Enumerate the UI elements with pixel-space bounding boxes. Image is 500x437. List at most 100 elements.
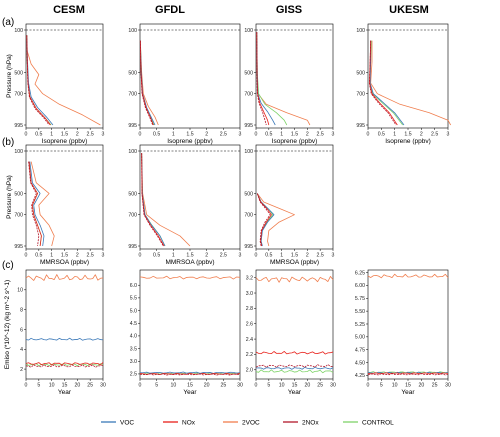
x-tick-label: 1: [280, 253, 283, 259]
x-tick-label: 1: [50, 253, 53, 259]
y-tick-label: 2.6: [246, 322, 253, 328]
x-tick-label: 0: [255, 132, 258, 138]
y-tick-label: 5.50: [355, 309, 365, 315]
x-tick-label: 1: [172, 253, 175, 259]
y-axis-label: Pressure (hPa): [6, 175, 13, 219]
y-tick-label: 700: [244, 212, 253, 218]
legend-label-nox: NOx: [182, 420, 196, 427]
y-tick-label: 995: [128, 244, 137, 250]
series-line-voc: [141, 153, 166, 247]
panel-c-cesm: 2 4 6 8 10 0 5 10 15 20 25 30 Year Emiso (*10^-12) (k…: [4, 269, 106, 396]
x-axis-label: Year: [288, 389, 302, 396]
y-tick-label: 5.00: [355, 335, 365, 341]
x-tick-label: 25: [432, 383, 438, 389]
x-tick-label: 1.5: [404, 132, 411, 138]
series-line-2voc: [26, 35, 101, 126]
legend: VOC NOx 2VOC 2NOx CONTROL: [101, 420, 394, 427]
y-tick-label: 700: [14, 91, 23, 97]
y-tick-label: 5.75: [355, 296, 365, 302]
x-axis-label: MMRSOA (ppbv): [40, 259, 89, 266]
x-tick-label: 2: [76, 253, 79, 259]
y-tick-label: 100: [244, 28, 253, 34]
model-title-giss: GISS: [276, 4, 302, 16]
y-tick-label: 500: [128, 191, 137, 197]
x-tick-label: 25: [87, 383, 93, 389]
series-line-control: [25, 363, 104, 367]
x-axis-label: MMRSOA (ppbv): [165, 259, 214, 266]
x-tick-label: 0.5: [265, 253, 272, 259]
y-tick-label: 4.0: [130, 334, 137, 340]
x-tick-label: 0.5: [378, 132, 385, 138]
series-line-control: [256, 193, 274, 247]
y-tick-label: 5.0: [130, 308, 137, 314]
panel-label-c: (c): [2, 260, 14, 271]
x-tick-label: 0: [25, 253, 28, 259]
y-tick-label: 3.2: [246, 275, 253, 281]
x-tick-label: 2: [205, 132, 208, 138]
series-line-2nox: [25, 364, 104, 368]
y-tick-label: 4.25: [355, 373, 365, 379]
series-line-voc: [139, 371, 241, 374]
x-tick-label: 0.5: [153, 132, 160, 138]
y-tick-label: 700: [14, 212, 23, 218]
x-axis-label: Isoprene (ppbv): [167, 138, 213, 145]
x-tick-label: 3: [102, 253, 105, 259]
y-tick-label: 6.25: [355, 270, 365, 276]
y-tick-label: 995: [244, 123, 253, 129]
x-tick-label: 15: [405, 383, 411, 389]
x-tick-label: 2.5: [317, 253, 324, 259]
y-tick-label: 3.0: [130, 359, 137, 365]
series-line-2voc: [141, 153, 191, 247]
series-line-nox: [25, 362, 104, 366]
y-tick-label: 995: [244, 244, 253, 250]
plot-frame: [367, 23, 449, 129]
y-tick-label: 2.0: [246, 368, 253, 374]
x-tick-label: 15: [62, 383, 68, 389]
x-tick-label: 2.5: [87, 253, 94, 259]
series-line-voc: [255, 366, 334, 370]
series-line-2voc: [25, 274, 104, 281]
x-tick-label: 3: [447, 132, 450, 138]
series-line-control: [255, 369, 334, 374]
x-tick-label: 10: [279, 383, 285, 389]
series-line-voc: [29, 161, 45, 247]
x-tick-label: 10: [49, 383, 55, 389]
series-line-2voc: [139, 275, 241, 280]
plot-frame: [25, 23, 104, 129]
legend-label-2voc: 2VOC: [242, 420, 260, 427]
y-tick-label: 3.5: [130, 346, 137, 352]
x-axis-label: Year: [183, 389, 197, 396]
x-tick-label: 0: [255, 383, 258, 389]
series-line-control: [141, 153, 166, 247]
x-tick-label: 2: [306, 132, 309, 138]
series-line-2nox: [367, 373, 449, 376]
model-title-gfdl: GFDL: [155, 4, 185, 16]
y-tick-label: 2.8: [246, 306, 253, 312]
x-tick-label: 2.5: [87, 132, 94, 138]
y-tick-label: 995: [356, 123, 365, 129]
series-line-2voc: [256, 193, 295, 247]
series-line-voc: [256, 32, 276, 126]
series-line-2nox: [141, 153, 164, 247]
y-tick-label: 995: [14, 244, 23, 250]
x-tick-label: 1.5: [291, 253, 298, 259]
legend-label-control: CONTROL: [362, 420, 394, 427]
y-tick-label: 3.0: [246, 291, 253, 297]
series-line-nox: [141, 153, 165, 247]
y-tick-label: 5.5: [130, 296, 137, 302]
y-tick-label: 500: [244, 191, 253, 197]
x-axis-label: MMRSOA (ppbv): [270, 259, 319, 266]
x-tick-label: 30: [100, 383, 106, 389]
y-axis-label: Pressure (hPa): [6, 54, 13, 98]
y-tick-label: 500: [244, 70, 253, 76]
plot-frame: [367, 269, 449, 380]
y-tick-label: 6.0: [130, 283, 137, 289]
x-tick-label: 30: [445, 383, 451, 389]
y-tick-label: 100: [244, 149, 253, 155]
x-tick-label: 3: [102, 132, 105, 138]
